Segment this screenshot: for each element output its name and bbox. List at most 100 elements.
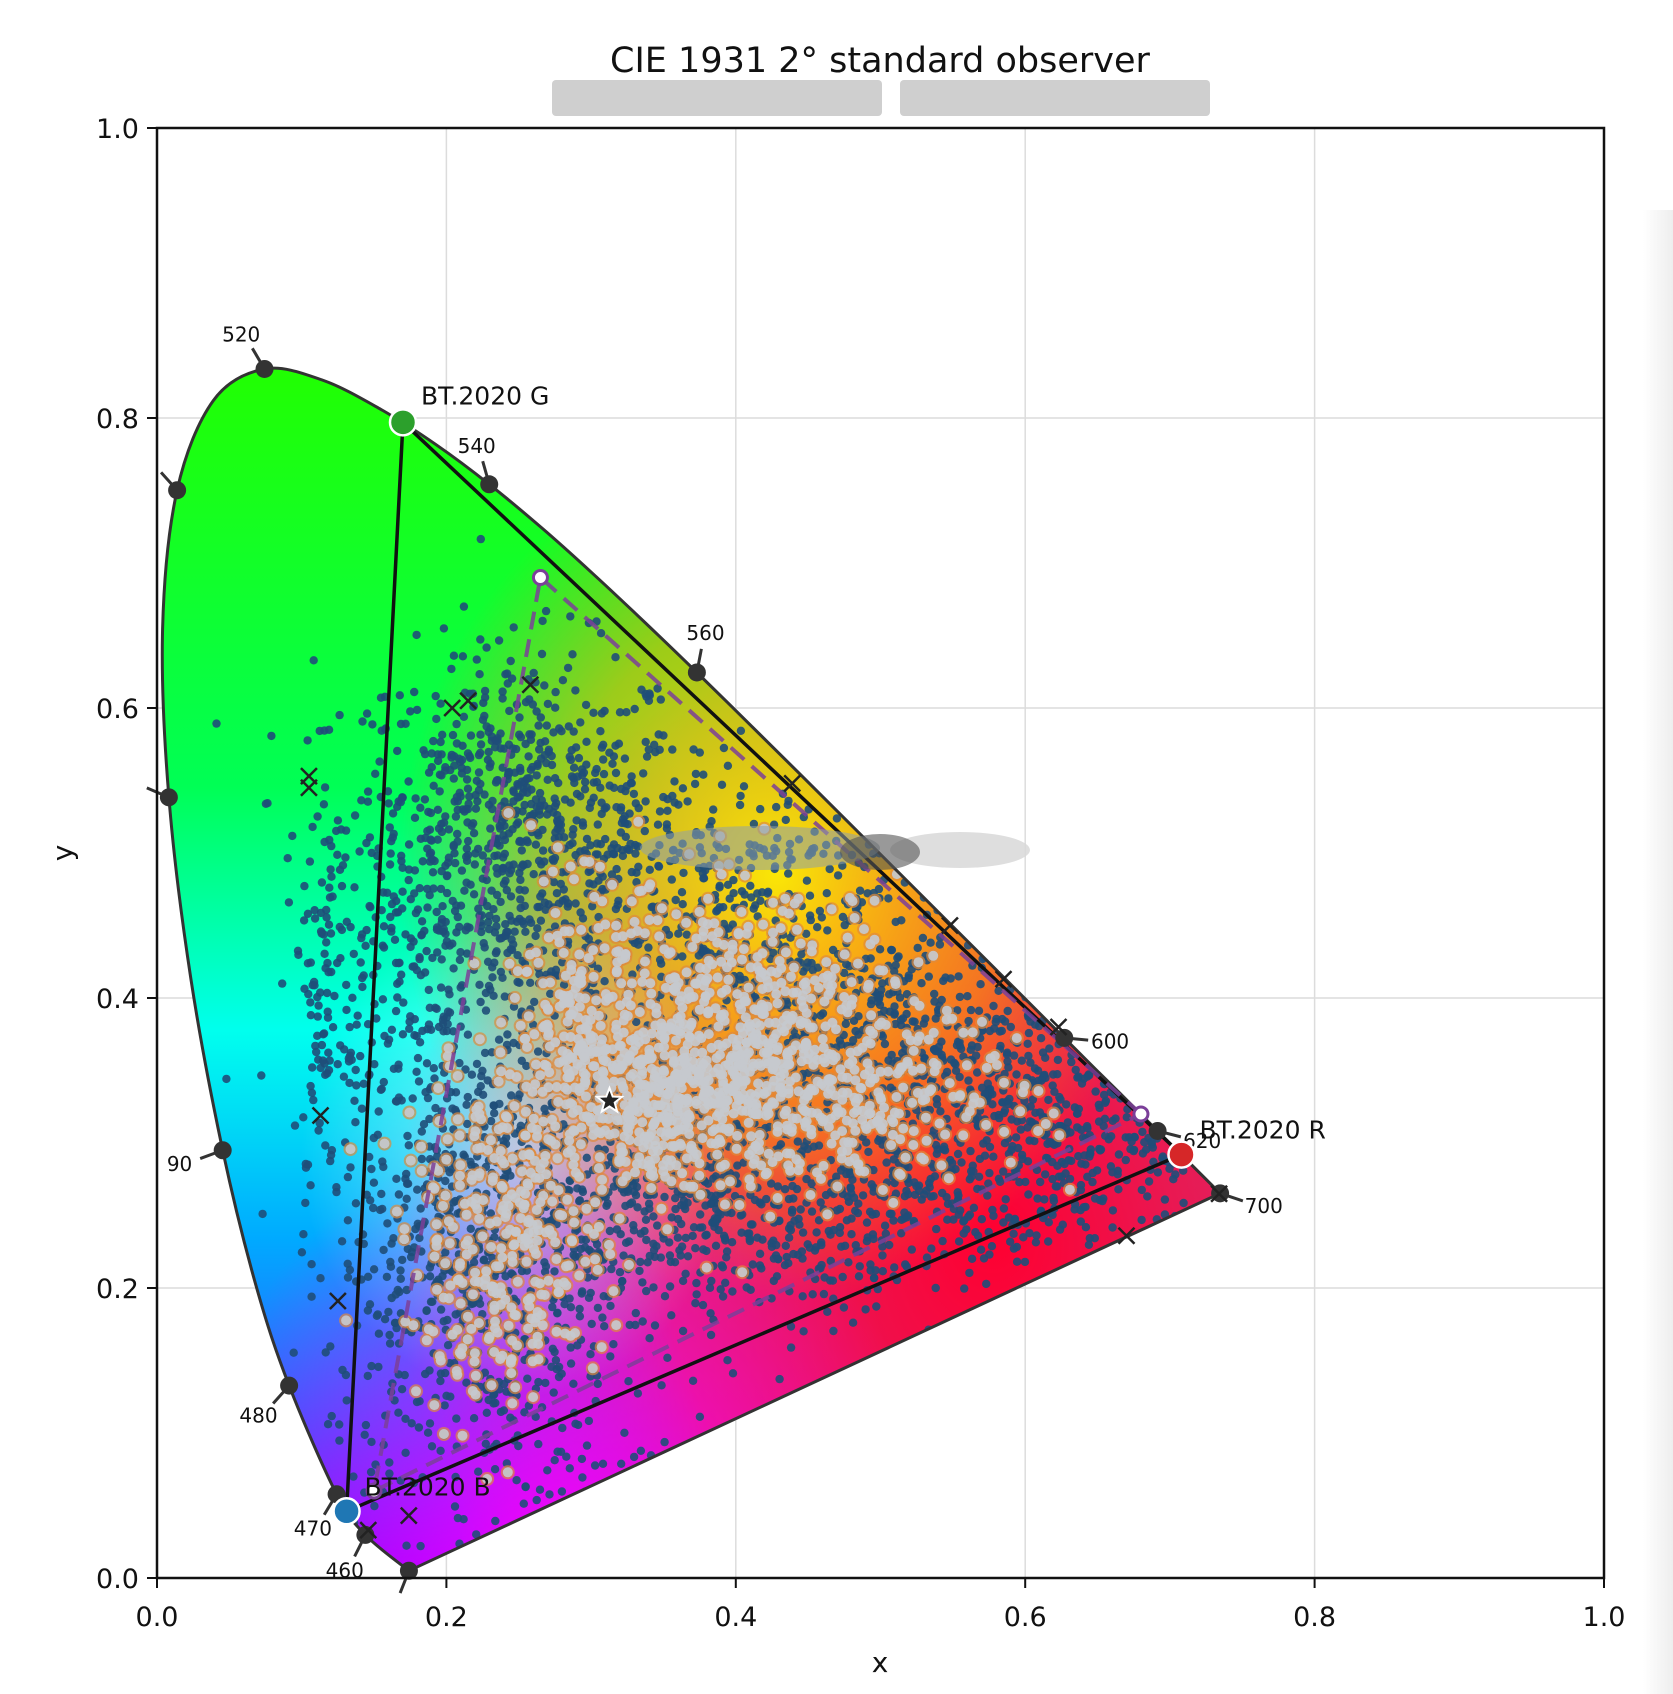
scatter-point (332, 1183, 341, 1192)
scatter-point (612, 1225, 622, 1234)
scatter-point (426, 835, 435, 844)
scatter-point (417, 917, 427, 926)
scatter-point (598, 1313, 607, 1322)
scatter-point (531, 931, 540, 941)
scatter-point (517, 1665, 525, 1673)
scatter-point (989, 1152, 998, 1161)
scatter-point (422, 1059, 432, 1068)
scatter-point (920, 820, 929, 829)
scatter-point (403, 1179, 413, 1188)
scatter-point (606, 1352, 615, 1361)
scatter-point (1150, 1108, 1160, 1118)
scatter-point (471, 849, 480, 858)
scatter-point (425, 1419, 435, 1428)
scatter-point (660, 1437, 669, 1447)
scatter-point (397, 856, 406, 866)
scatter-point (665, 1251, 675, 1260)
scatter-point (711, 1191, 721, 1200)
scatter-point (490, 958, 499, 967)
scatter-point (500, 835, 510, 845)
scatter-point (1003, 1006, 1012, 1016)
scatter-point (448, 730, 458, 740)
scatter-point (1187, 1086, 1197, 1095)
scatter-point (532, 771, 541, 780)
scatter-point (625, 809, 634, 818)
scatter-point (554, 1362, 564, 1372)
scatter-point (462, 775, 472, 784)
scatter-point (1081, 1202, 1090, 1212)
scatter-point (393, 993, 402, 1002)
scatter-point (644, 745, 653, 754)
scatter-point (722, 1253, 731, 1262)
scatter-point (316, 988, 325, 997)
scatter-point (629, 1226, 639, 1235)
scatter-point (967, 1172, 976, 1181)
scatter-point (1145, 1048, 1155, 1057)
scatter-point (729, 889, 738, 898)
scatter-point (1025, 1229, 1034, 1238)
scatter-point (944, 902, 953, 911)
scatter-point (600, 1322, 609, 1331)
scatter-point (444, 825, 454, 834)
scatter-point (301, 1198, 310, 1208)
scatter-point (1161, 1108, 1170, 1117)
scatter-point (1000, 1017, 1010, 1026)
scatter-point (330, 991, 339, 1001)
scatter-point (849, 1036, 858, 1045)
scatter-point (1200, 1063, 1209, 1072)
scatter-point (416, 803, 425, 812)
scatter-point (396, 719, 406, 729)
scatter-point (953, 1149, 963, 1159)
scatter-point (451, 858, 460, 868)
scatter-point (1131, 1070, 1140, 1079)
scatter-point (1105, 1070, 1115, 1079)
scatter-point (709, 805, 718, 814)
scatter-point (434, 824, 444, 833)
scatter-point (578, 1287, 587, 1296)
scatter-point (532, 1495, 541, 1505)
scatter-point (593, 850, 602, 859)
scatter-point (990, 1024, 999, 1033)
scatter-point (468, 689, 478, 698)
scatter-point (406, 895, 415, 904)
scatter-point (1189, 1110, 1199, 1119)
scatter-point (1177, 1056, 1186, 1066)
scatter-point (1292, 1075, 1300, 1083)
scatter-point (816, 1198, 825, 1207)
scatter-point (633, 1203, 642, 1212)
scatter-point (1009, 1229, 1018, 1239)
scatter-point (829, 1225, 838, 1235)
scatter-point (385, 860, 395, 869)
scatter-point (314, 1001, 323, 1010)
scatter-point (459, 1150, 468, 1159)
scatter-point (847, 1230, 856, 1239)
scatter-point (1180, 989, 1189, 999)
scatter-point (556, 879, 565, 889)
scatter-point (644, 943, 653, 952)
scatter-point (497, 1628, 505, 1636)
scatter-point (325, 883, 334, 892)
scatter-point (365, 901, 374, 911)
scatter-point (723, 761, 733, 770)
scatter-point (385, 1458, 394, 1467)
scatter-point (756, 896, 765, 905)
scatter-point (1139, 1244, 1148, 1253)
scatter-point (1129, 1146, 1138, 1156)
scatter-point (842, 1216, 852, 1225)
scatter-point (519, 1499, 528, 1508)
scatter-point (549, 1388, 558, 1397)
scatter-point (863, 889, 872, 898)
scatter-point (429, 884, 438, 893)
scatter-point (1033, 942, 1042, 952)
scatter-point (864, 1147, 873, 1157)
scatter-point (403, 1131, 412, 1141)
scatter-point (649, 1283, 658, 1292)
scatter-point (290, 1121, 300, 1130)
scatter-point (987, 1242, 997, 1251)
scatter-point (902, 1009, 911, 1019)
scatter-point (491, 1516, 500, 1526)
scatter-point (398, 793, 407, 802)
scatter-point (342, 1396, 351, 1405)
scatter-point (593, 820, 602, 829)
scatter-point (932, 1100, 942, 1109)
